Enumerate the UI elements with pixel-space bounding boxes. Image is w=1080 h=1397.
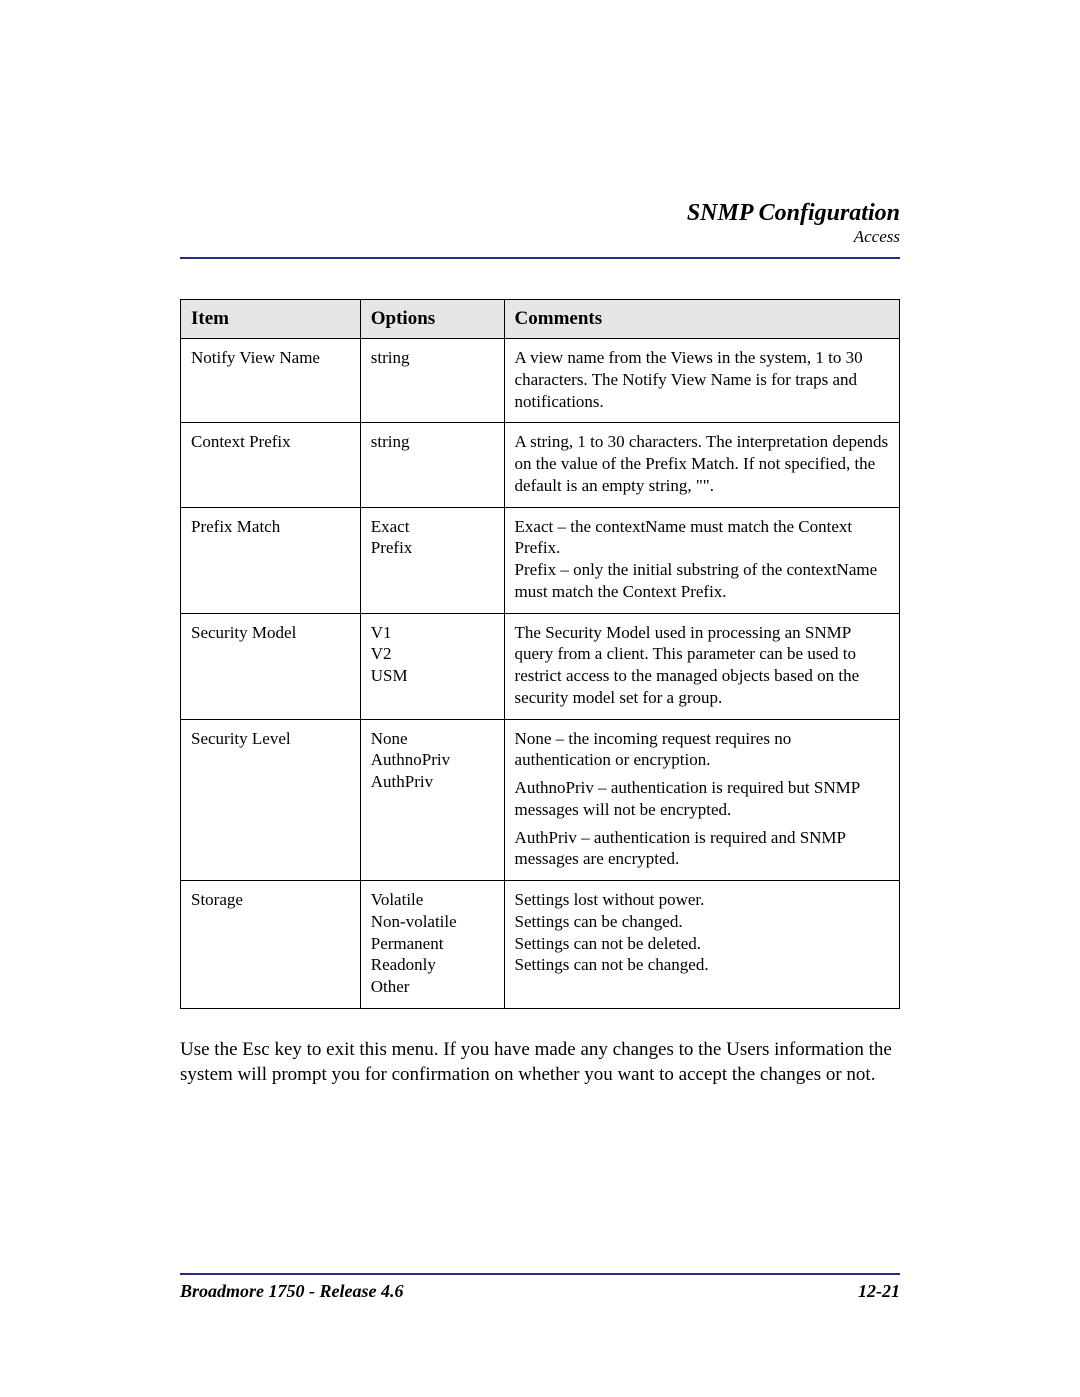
config-table: Item Options Comments Notify View Name st… (180, 299, 900, 1009)
cell-comments: None – the incoming request requires no … (504, 719, 899, 881)
col-header-comments: Comments (504, 300, 899, 339)
comment-text: Settings can not be deleted. (515, 933, 889, 955)
comment-text: Exact – the contextName must match the C… (515, 516, 889, 560)
cell-comments: Settings lost without power.Settings can… (504, 881, 899, 1009)
header-rule (180, 257, 900, 259)
table-header-row: Item Options Comments (181, 300, 900, 339)
cell-options: ExactPrefix (360, 507, 504, 613)
cell-item: Storage (181, 881, 361, 1009)
page-footer: Broadmore 1750 - Release 4.6 12-21 (180, 1273, 900, 1302)
footer-left: Broadmore 1750 - Release 4.6 (180, 1281, 403, 1302)
comment-text: AuthnoPriv – authentication is required … (515, 777, 889, 821)
footer-right: 12-21 (858, 1281, 900, 1302)
table-row: Security ModelV1V2USMThe Security Model … (181, 613, 900, 719)
cell-comments: A string, 1 to 30 characters. The interp… (504, 423, 899, 507)
cell-comments: Exact – the contextName must match the C… (504, 507, 899, 613)
note-paragraph: Use the Esc key to exit this menu. If yo… (180, 1037, 900, 1088)
cell-options: string (360, 423, 504, 507)
config-table-wrap: Item Options Comments Notify View Name st… (180, 299, 900, 1009)
option-value: None (371, 728, 494, 750)
cell-options: NoneAuthnoPrivAuthPriv (360, 719, 504, 881)
table-row: Notify View Name string A view name from t… (181, 339, 900, 423)
doc-title: SNMP Configuration (180, 200, 900, 226)
option-value: Volatile (371, 889, 494, 911)
comment-text: A view name from the Views in the system… (515, 347, 889, 412)
option-value: Readonly (371, 954, 494, 976)
cell-item: Security Level (181, 719, 361, 881)
option-value: string (371, 431, 494, 453)
cell-item: Security Model (181, 613, 361, 719)
cell-item: Notify View Name (181, 339, 361, 423)
option-value: USM (371, 665, 494, 687)
option-value: V1 (371, 622, 494, 644)
option-value: Exact (371, 516, 494, 538)
comment-text: The Security Model used in processing an… (515, 622, 889, 709)
table-row: Prefix MatchExactPrefixExact – the conte… (181, 507, 900, 613)
table-row: StorageVolatileNon-volatilePermanentRead… (181, 881, 900, 1009)
option-value: Prefix (371, 537, 494, 559)
cell-item: Prefix Match (181, 507, 361, 613)
cell-comments: The Security Model used in processing an… (504, 613, 899, 719)
table-row: Context Prefix string A string, 1 to 30 ch… (181, 423, 900, 507)
comment-text: None – the incoming request requires no … (515, 728, 889, 772)
cell-options: string (360, 339, 504, 423)
option-value: string (371, 347, 494, 369)
page-header: SNMP Configuration Access (180, 200, 900, 247)
option-value: V2 (371, 643, 494, 665)
comment-text: AuthPriv – authentication is required an… (515, 827, 889, 871)
table-row: Security LevelNoneAuthnoPrivAuthPrivNone… (181, 719, 900, 881)
option-value: Other (371, 976, 494, 998)
col-header-options: Options (360, 300, 504, 339)
table-body: Notify View Name string A view name from t… (181, 339, 900, 1009)
comment-text: Prefix – only the initial substring of t… (515, 559, 889, 603)
doc-subtitle: Access (180, 228, 900, 247)
option-value: AuthPriv (371, 771, 494, 793)
option-value: AuthnoPriv (371, 749, 494, 771)
cell-options: V1V2USM (360, 613, 504, 719)
comment-text: Settings can be changed. (515, 911, 889, 933)
page-content: SNMP Configuration Access Item Options C… (180, 200, 900, 1302)
comment-text: A string, 1 to 30 characters. The interp… (515, 431, 889, 496)
comment-text: Settings lost without power. (515, 889, 889, 911)
footer-rule (180, 1273, 900, 1275)
cell-options: VolatileNon-volatilePermanentReadonlyOth… (360, 881, 504, 1009)
cell-item: Context Prefix (181, 423, 361, 507)
col-header-item: Item (181, 300, 361, 339)
option-value: Permanent (371, 933, 494, 955)
cell-comments: A view name from the Views in the system… (504, 339, 899, 423)
footer-row: Broadmore 1750 - Release 4.6 12-21 (180, 1281, 900, 1302)
option-value: Non-volatile (371, 911, 494, 933)
comment-text: Settings can not be changed. (515, 954, 889, 976)
